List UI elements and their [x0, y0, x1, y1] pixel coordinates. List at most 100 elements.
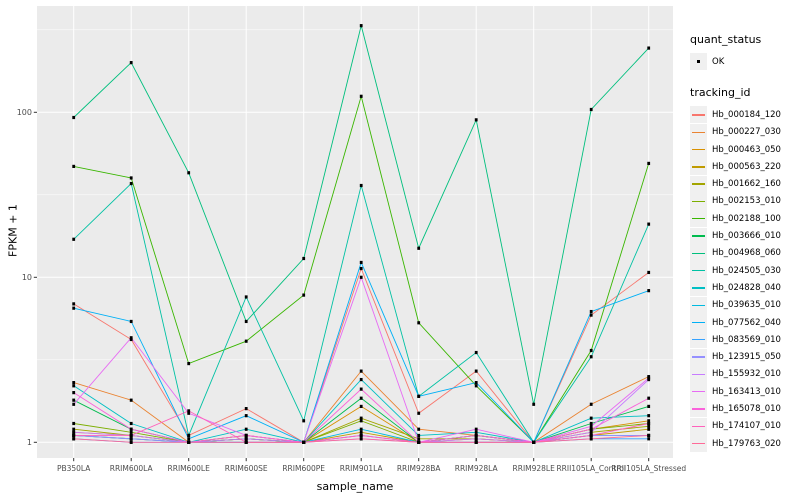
- data-point: [474, 350, 478, 355]
- data-point: [244, 433, 248, 438]
- data-point: [244, 407, 248, 411]
- data-point: [647, 270, 651, 275]
- data-point: [359, 275, 363, 279]
- data-point: [244, 427, 248, 431]
- legend-item-Hb_000227_030: Hb_000227_030: [690, 123, 798, 141]
- series-line-key-icon: [690, 383, 707, 401]
- data-point: [129, 440, 133, 444]
- data-point: [72, 381, 76, 385]
- data-point: [359, 427, 363, 431]
- data-point: [359, 430, 363, 434]
- data-point: [72, 402, 76, 406]
- legend-item-Hb_083569_010: Hb_083569_010: [690, 331, 798, 349]
- legend-item-label: Hb_179763_020: [712, 438, 781, 449]
- x-tick-label: RRII105LA_Control: [556, 464, 626, 473]
- data-point: [589, 427, 593, 431]
- data-point: [302, 256, 306, 261]
- data-point: [474, 437, 478, 441]
- legend-item-label: Hb_165078_010: [712, 403, 781, 414]
- legend-item-Hb_004968_060: Hb_004968_060: [690, 244, 798, 262]
- data-point: [72, 421, 76, 426]
- y-tick-label: 10: [22, 273, 32, 282]
- data-point: [532, 440, 536, 444]
- data-point: [72, 302, 76, 306]
- legend-item-label: Hb_003666_010: [712, 231, 781, 242]
- legend-item-label: Hb_004968_060: [712, 248, 781, 259]
- legend-item-label: Hb_155932_010: [712, 369, 781, 380]
- data-point: [589, 430, 593, 434]
- legend-item-Hb_163413_010: Hb_163413_010: [690, 383, 798, 401]
- legend-title-quant-status: quant_status: [690, 33, 762, 46]
- data-point: [647, 433, 651, 438]
- data-point: [129, 176, 133, 180]
- legend-item-Hb_123915_050: Hb_123915_050: [690, 348, 798, 366]
- data-point: [474, 369, 478, 373]
- data-point: [647, 427, 651, 431]
- series-line-key-icon: [690, 400, 707, 418]
- data-point: [72, 398, 76, 402]
- data-point: [589, 107, 593, 112]
- legend-item-Hb_077562_040: Hb_077562_040: [690, 314, 798, 331]
- data-point: [187, 440, 191, 444]
- series-line-key-icon: [690, 175, 707, 193]
- x-tick-label: RRIM901LA: [340, 464, 384, 473]
- legend-item-quant-ok: OK: [690, 53, 798, 71]
- legend-item-label: OK: [712, 56, 725, 67]
- data-point: [129, 437, 133, 441]
- data-point: [359, 433, 363, 438]
- x-axis-title: sample_name: [316, 480, 394, 493]
- legend-item-label: Hb_077562_040: [712, 317, 781, 328]
- legend-item-Hb_039635_010: Hb_039635_010: [690, 296, 798, 314]
- data-point: [589, 424, 593, 428]
- data-point: [647, 437, 651, 441]
- data-point: [359, 94, 363, 98]
- data-point: [302, 293, 306, 297]
- data-point: [474, 381, 478, 385]
- data-point: [187, 437, 191, 441]
- data-point: [359, 260, 363, 265]
- data-point: [647, 404, 651, 409]
- data-point: [129, 421, 133, 426]
- x-tick-label: RRII105LA_Stressed: [611, 464, 686, 473]
- data-point: [359, 24, 363, 28]
- series-line-key-icon: [690, 417, 707, 435]
- data-point: [359, 377, 363, 382]
- data-point: [72, 115, 76, 120]
- data-point: [589, 309, 593, 314]
- x-tick-label: PB350LA: [57, 464, 91, 473]
- data-point: [417, 246, 421, 250]
- legend-item-label: Hb_002188_100: [712, 213, 781, 224]
- legend-item-label: Hb_000563_220: [712, 161, 781, 172]
- legend-item-Hb_174107_010: Hb_174107_010: [690, 417, 798, 435]
- data-point: [417, 321, 421, 325]
- series-line-key-icon: [690, 435, 707, 453]
- data-point: [129, 398, 133, 402]
- series-line-key-icon: [690, 314, 707, 331]
- data-point: [474, 384, 478, 388]
- data-point: [187, 361, 191, 366]
- data-point: [72, 164, 76, 169]
- data-point: [647, 396, 651, 400]
- data-point: [647, 222, 651, 226]
- data-point: [647, 419, 651, 423]
- data-point: [359, 419, 363, 423]
- series-line-key-icon: [690, 192, 707, 210]
- data-point: [474, 440, 478, 444]
- data-point: [417, 427, 421, 431]
- data-point: [187, 433, 191, 438]
- series-line-key-icon: [690, 158, 707, 176]
- legend-item-label: Hb_002153_010: [712, 196, 781, 207]
- data-point: [72, 391, 76, 395]
- data-point: [532, 402, 536, 406]
- data-point: [474, 430, 478, 434]
- data-points: [72, 24, 651, 444]
- data-point: [72, 430, 76, 434]
- legend-series-list: Hb_000184_120 Hb_000227_030 Hb_000463_050 H…: [690, 106, 798, 453]
- legend-item-Hb_000463_050: Hb_000463_050: [690, 141, 798, 159]
- series-line-key-icon: [690, 210, 707, 228]
- data-point: [589, 313, 593, 317]
- data-point: [589, 402, 593, 406]
- series-line-key-icon: [690, 348, 707, 366]
- x-tick-label: RRIM928LA: [455, 464, 499, 473]
